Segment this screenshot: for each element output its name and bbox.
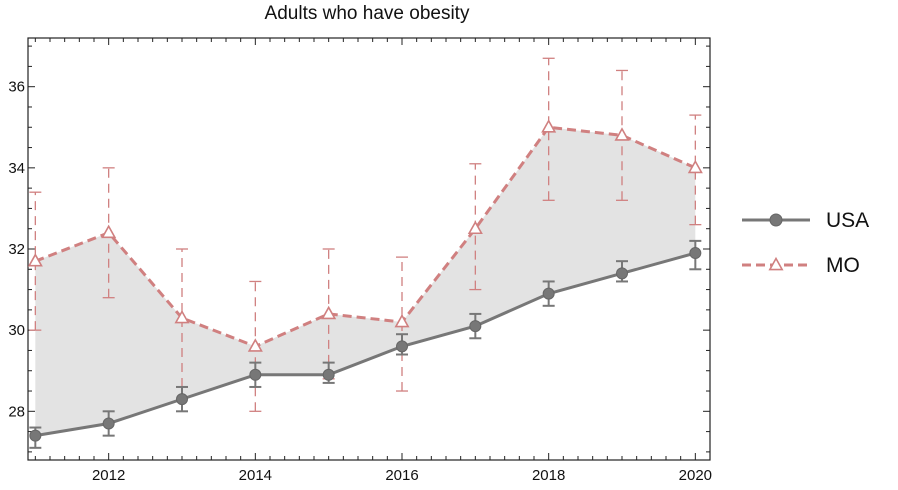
data-point-mo bbox=[174, 309, 190, 324]
data-point-mo bbox=[247, 338, 263, 352]
data-point-mo bbox=[394, 313, 410, 328]
data-point-usa bbox=[469, 320, 482, 333]
data-point-usa bbox=[542, 287, 555, 300]
data-point-mo bbox=[321, 305, 337, 320]
legend-label-mo: MO bbox=[826, 254, 860, 277]
x-tick-label: 2014 bbox=[239, 467, 272, 484]
data-point-mo bbox=[467, 220, 483, 235]
data-point-usa bbox=[396, 340, 408, 353]
data-point-usa bbox=[249, 368, 262, 381]
data-point-mo bbox=[27, 253, 43, 267]
legend-label-usa: USA bbox=[826, 209, 869, 232]
legend-marker-mo bbox=[768, 256, 784, 271]
data-point-usa bbox=[29, 429, 42, 442]
y-tick-label: 28 bbox=[8, 403, 25, 420]
legend: USA MO bbox=[742, 209, 869, 277]
x-tick-label: 2012 bbox=[92, 467, 125, 484]
data-point-mo bbox=[687, 159, 703, 174]
data-point-usa bbox=[322, 368, 335, 381]
x-tick-label: 2016 bbox=[385, 467, 418, 484]
data-point-usa bbox=[176, 393, 188, 406]
data-point-mo bbox=[101, 224, 117, 239]
y-tick-label: 30 bbox=[8, 322, 25, 339]
legend-marker-usa bbox=[769, 213, 783, 227]
y-tick-label: 32 bbox=[8, 241, 25, 258]
x-tick-label: 2018 bbox=[532, 467, 565, 484]
y-tick-label: 34 bbox=[8, 160, 25, 177]
data-point-mo bbox=[614, 127, 630, 141]
x-tick-label: 2020 bbox=[679, 467, 712, 484]
data-point-usa bbox=[689, 247, 702, 260]
data-point-usa bbox=[616, 267, 628, 280]
y-tick-label: 36 bbox=[8, 79, 25, 96]
chart-title: Adults who have obesity bbox=[265, 3, 470, 24]
series-line-usa bbox=[35, 251, 696, 438]
data-point-mo bbox=[541, 119, 557, 133]
series-line-mo bbox=[34, 125, 696, 349]
plot-area: 28 30 32 34 36 2012 2014 2016 2018 2020 bbox=[8, 37, 712, 484]
fill-between-area bbox=[35, 127, 696, 436]
data-point-usa bbox=[102, 417, 115, 430]
